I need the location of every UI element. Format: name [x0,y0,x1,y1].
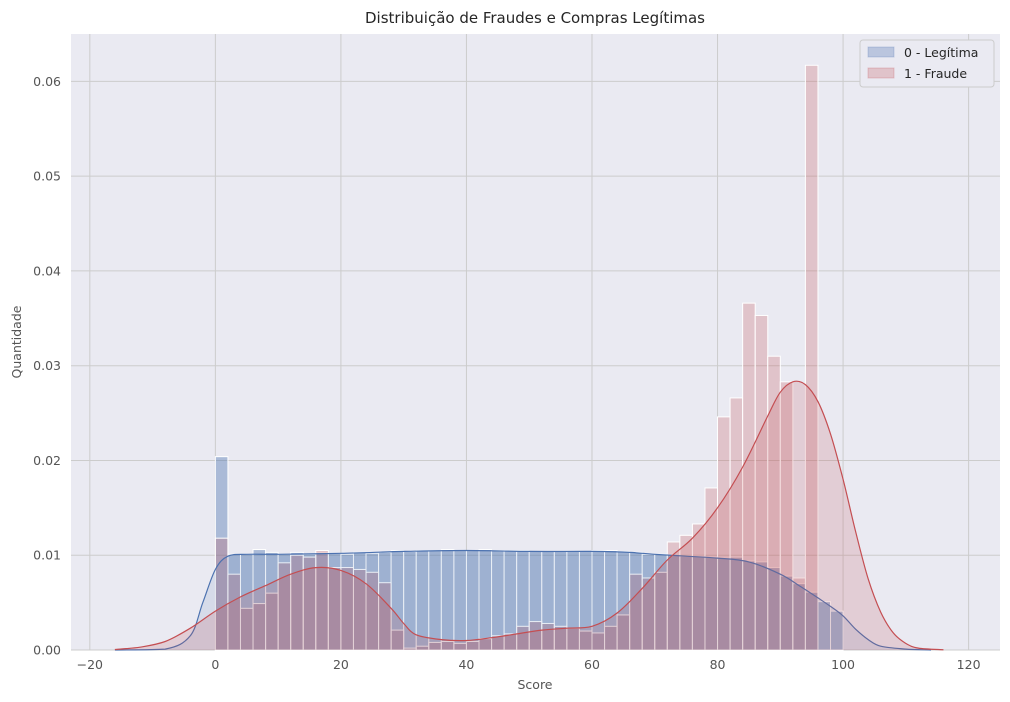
y-tick-label: 0.01 [33,548,61,563]
x-tick-label: 20 [333,657,349,672]
kde-curves [114,380,944,651]
x-tick-label: 120 [957,657,981,672]
legit-kde-line [114,549,932,651]
legend-label-legit: 0 - Legítima [904,45,978,60]
fraud-bar [779,381,794,651]
x-tick-label: 60 [584,657,600,672]
y-tick-label: 0.03 [33,358,61,373]
plot-background [71,34,1000,650]
chart-title: Distribuição de Fraudes e Compras Legíti… [365,9,705,27]
x-tick-label: 0 [211,657,219,672]
legend: 0 - Legítima 1 - Fraude [859,39,995,88]
legend-frame [859,39,995,88]
y-tick-label: 0.05 [33,169,61,184]
legend-label-fraud: 1 - Fraude [904,66,967,81]
y-axis-title: Quantidade [9,305,24,378]
x-tick-label: 100 [831,657,855,672]
legend-swatch-legit [867,46,895,58]
y-tick-label: 0.00 [33,643,61,658]
fraud-bar [390,629,405,651]
y-tick-label: 0.06 [33,74,61,89]
x-tick-label: −20 [77,657,103,672]
fraud-bar [378,582,392,651]
legend-swatch-fraud [867,67,895,79]
x-tick-label: 40 [458,657,474,672]
y-tick-label: 0.02 [33,453,61,468]
x-axis-ticks: −20 0 20 40 60 80 100 120 [77,657,981,672]
x-tick-label: 80 [710,657,726,672]
y-axis-ticks: 0.00 0.01 0.02 0.03 0.04 0.05 0.06 [33,74,61,658]
y-tick-label: 0.04 [33,263,61,278]
fraud-bar [804,64,819,651]
legit-kde-area [114,550,931,650]
x-axis-title: Score [517,677,552,692]
fraud-kde-area [114,381,944,650]
fraud-kde-line [114,380,944,651]
